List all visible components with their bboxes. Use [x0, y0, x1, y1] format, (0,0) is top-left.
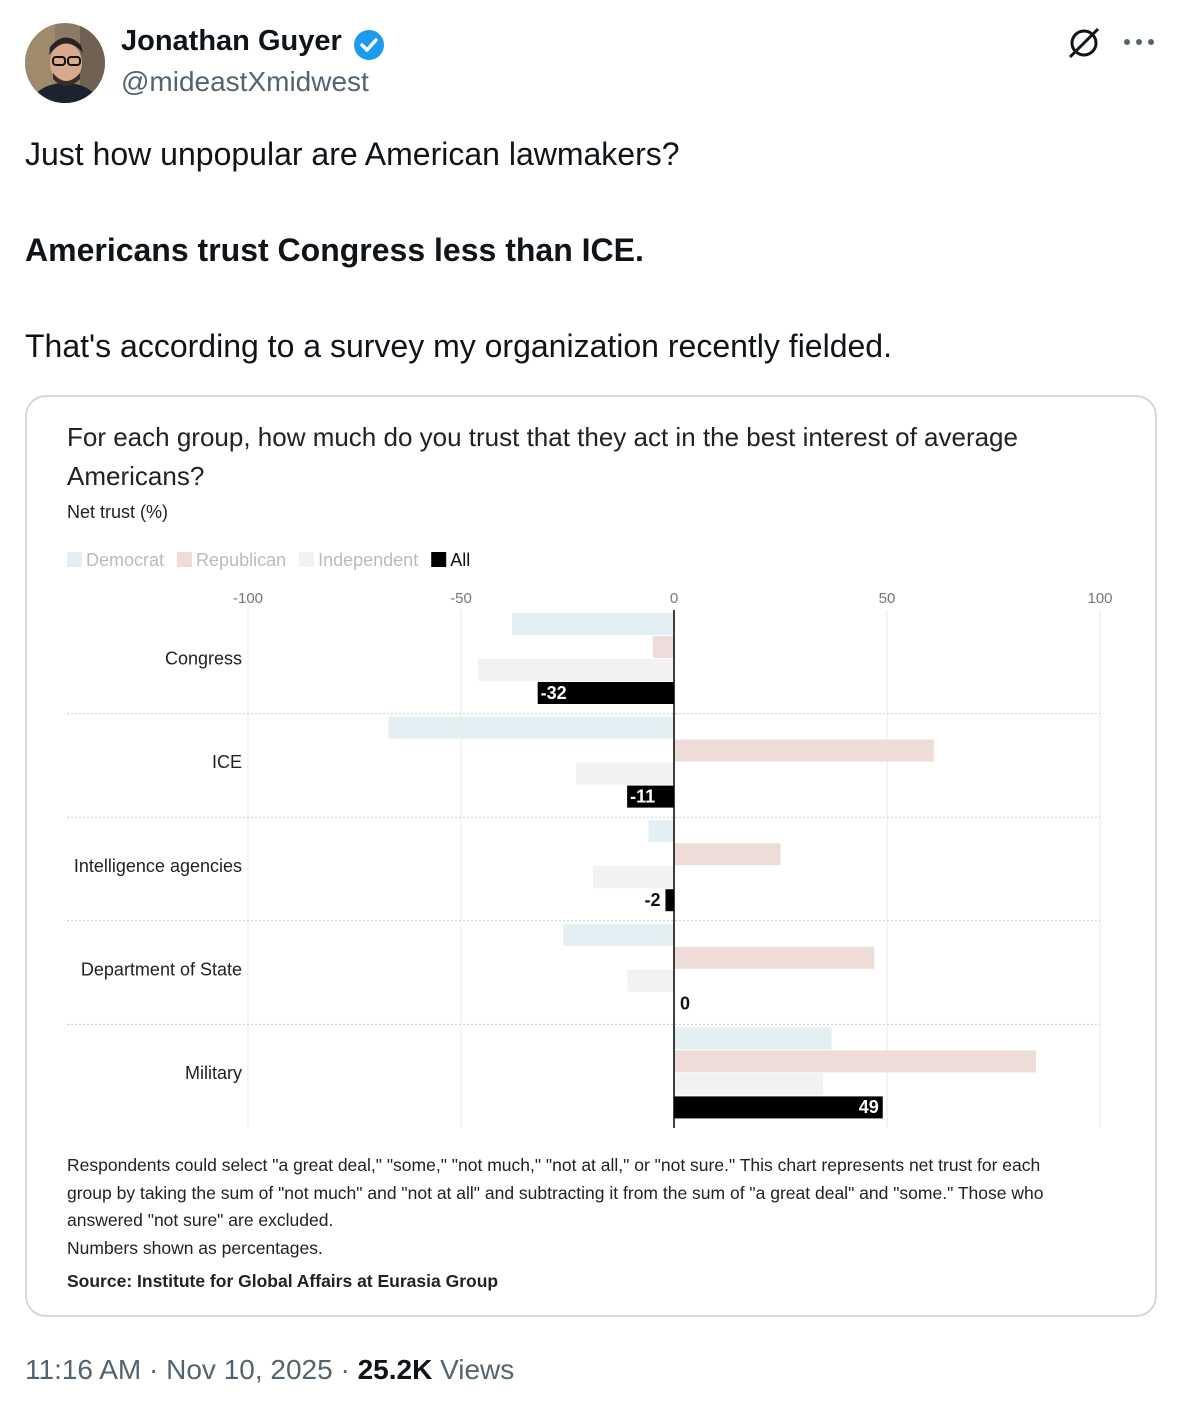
- time: 11:16 AM: [25, 1354, 142, 1385]
- bar: [674, 1027, 832, 1050]
- bar: [665, 889, 674, 912]
- x-tick-label: -100: [233, 590, 263, 607]
- bar: [593, 866, 674, 889]
- tweet-footer: 11:16 AM · Nov 10, 2025 · 25.2K Views: [25, 1354, 515, 1385]
- footnote: Respondents could select "a great deal,"…: [67, 1152, 1077, 1296]
- value-label: 49: [859, 1097, 879, 1117]
- avatar[interactable]: [25, 23, 105, 103]
- bar: [512, 613, 674, 635]
- views-count: 25.2K: [357, 1354, 433, 1385]
- legend-label: Democrat: [86, 550, 164, 570]
- legend-label: Republican: [196, 550, 286, 570]
- bar: [388, 716, 674, 739]
- chart-title: For each group, how much do you trust th…: [67, 422, 1018, 491]
- value-label: -32: [541, 683, 567, 703]
- tweet-text: Americans trust Congress less than ICE.: [25, 232, 644, 268]
- legend-swatch: [67, 552, 82, 567]
- tweet-text: Just how unpopular are American lawmaker…: [25, 136, 680, 172]
- media-card[interactable]: [25, 395, 1157, 1317]
- value-label: 0: [680, 994, 690, 1014]
- bar: [563, 923, 674, 946]
- more-icon[interactable]: [1122, 32, 1156, 52]
- views-label: Views: [440, 1354, 515, 1385]
- author-handle[interactable]: @mideastXmidwest: [121, 66, 369, 97]
- author-name[interactable]: Jonathan Guyer: [121, 25, 342, 57]
- bar: [674, 1096, 883, 1119]
- bar: [674, 739, 934, 762]
- x-tick-label: 100: [1087, 590, 1112, 607]
- tweet-text: That's according to a survey my organiza…: [25, 328, 892, 364]
- x-tick-label: 50: [879, 590, 896, 607]
- bar: [478, 659, 674, 681]
- bar: [674, 946, 875, 969]
- bar: [652, 636, 674, 658]
- footnote-text: Respondents could select "a great deal,"…: [67, 1155, 1044, 1230]
- bar: [674, 843, 781, 866]
- legend-swatch: [431, 552, 447, 567]
- bar: [576, 762, 674, 785]
- legend-label: All: [450, 550, 470, 570]
- category-label: Military: [185, 1063, 242, 1083]
- date: Nov 10, 2025: [166, 1354, 333, 1385]
- category-label: ICE: [212, 752, 242, 772]
- grok-icon[interactable]: [1066, 25, 1102, 61]
- category-label: Intelligence agencies: [74, 856, 242, 876]
- chart-subtitle: Net trust (%): [67, 502, 169, 522]
- x-tick-label: -50: [450, 590, 472, 607]
- legend-swatch: [299, 552, 315, 567]
- bar: [674, 1073, 824, 1096]
- footnote-text: Numbers shown as percentages.: [67, 1237, 323, 1258]
- bar: [648, 820, 674, 843]
- bar: [627, 969, 674, 992]
- bar: [627, 785, 674, 808]
- x-tick-label: 0: [670, 590, 678, 607]
- category-label: Department of State: [81, 959, 242, 979]
- bar: [674, 1050, 1037, 1073]
- value-label: -2: [644, 890, 660, 910]
- value-label: -11: [630, 786, 655, 806]
- bar: [537, 682, 674, 704]
- category-label: Congress: [165, 649, 242, 669]
- source: Source: Institute for Global Affairs at …: [67, 1271, 499, 1291]
- verified-badge: [354, 30, 384, 60]
- legend-label: Independent: [318, 550, 418, 570]
- legend-swatch: [177, 552, 193, 567]
